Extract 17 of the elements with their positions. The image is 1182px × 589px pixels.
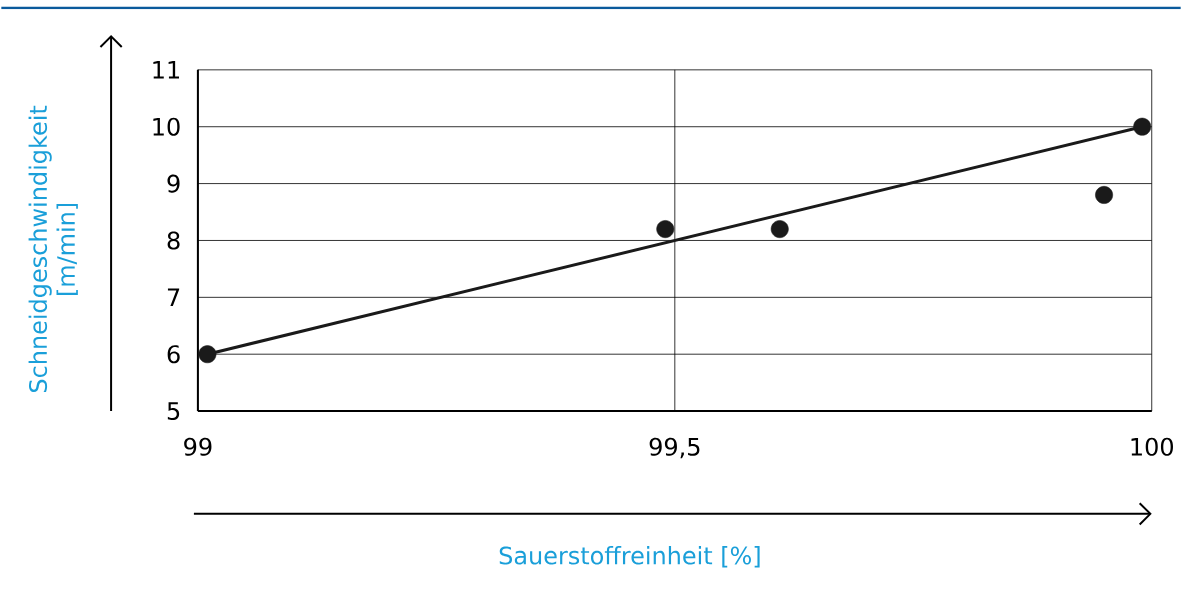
- y-tick-label: 11: [153, 61, 179, 79]
- point: [1095, 186, 1113, 205]
- point: [1133, 117, 1152, 136]
- x-tick-label: 99,5: [649, 437, 700, 459]
- point: [198, 345, 217, 364]
- x-tick-label: 100: [1131, 437, 1173, 456]
- point: [656, 220, 675, 239]
- y-tick-label: 5: [167, 402, 180, 421]
- y-tick-label: 9: [167, 174, 180, 193]
- y-tick-label: 6: [167, 345, 180, 364]
- y-tick-label: 7: [167, 288, 180, 307]
- x-tick-label: 99: [184, 437, 212, 456]
- x-axis-title: Sauerstoffreinheit [%]: [499, 546, 760, 568]
- y-tick-label: 8: [167, 231, 180, 250]
- point: [770, 220, 789, 239]
- y-tick-label: 10: [153, 117, 180, 136]
- y-axis-title: Schneidgeschwindigkeit [m/min]: [28, 105, 78, 393]
